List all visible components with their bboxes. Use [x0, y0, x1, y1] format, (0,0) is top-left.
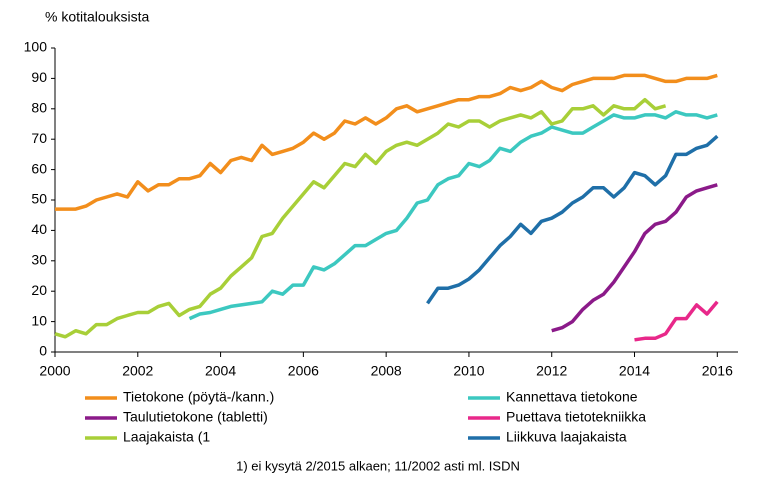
- x-tick-label: 2002: [122, 363, 153, 379]
- x-tick-label: 2010: [453, 363, 484, 379]
- x-tick-label: 2000: [39, 363, 70, 379]
- legend-label: Liikkuva laajakaista: [506, 429, 627, 445]
- y-tick-label: 70: [31, 130, 47, 146]
- x-tick-label: 2012: [536, 363, 567, 379]
- x-tick-label: 2006: [288, 363, 319, 379]
- legend-label: Tietokone (pöytä-/kann.): [123, 389, 274, 405]
- y-axis-label: % kotitalouksista: [45, 9, 149, 25]
- line: [551, 183, 718, 333]
- x-tick-label: 2008: [371, 363, 402, 379]
- y-tick-label: 90: [31, 69, 47, 85]
- footnote: 1) ei kysytä 2/2015 alkaen; 11/2002 asti…: [236, 458, 520, 473]
- x-tick-label: 2014: [619, 363, 650, 379]
- legend-label: Kannettava tietokone: [506, 389, 638, 405]
- y-tick-label: 50: [31, 191, 47, 207]
- y-tick-label: 20: [31, 282, 47, 298]
- line: [634, 300, 719, 342]
- y-tick-label: 40: [31, 221, 47, 237]
- legend-label: Laajakaista (1: [123, 429, 210, 445]
- line: [188, 110, 718, 321]
- y-tick-label: 80: [31, 100, 47, 116]
- x-tick-label: 2016: [702, 363, 733, 379]
- line: [54, 97, 667, 339]
- y-tick-label: 10: [31, 312, 47, 328]
- legend-label: Taulutietokone (tabletti): [123, 409, 268, 425]
- y-tick-label: 60: [31, 160, 47, 176]
- line: [426, 134, 719, 305]
- legend-label: Puettava tietotekniikka: [506, 409, 646, 425]
- y-tick-label: 0: [39, 343, 47, 359]
- y-tick-label: 100: [24, 39, 48, 55]
- line: [55, 73, 718, 211]
- x-tick-label: 2004: [205, 363, 236, 379]
- y-tick-label: 30: [31, 252, 47, 268]
